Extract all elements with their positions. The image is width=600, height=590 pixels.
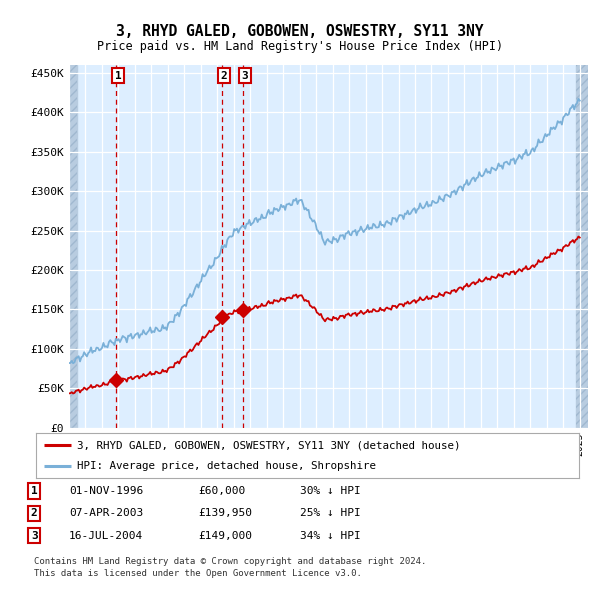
Text: 01-NOV-1996: 01-NOV-1996 [69,486,143,496]
Text: 30% ↓ HPI: 30% ↓ HPI [300,486,361,496]
Polygon shape [69,65,77,428]
Text: 25% ↓ HPI: 25% ↓ HPI [300,509,361,518]
Text: 2: 2 [221,71,227,80]
Text: 1: 1 [115,71,121,80]
Text: 2: 2 [31,509,38,518]
Bar [577,65,588,428]
Text: 1: 1 [31,486,38,496]
Text: HPI: Average price, detached house, Shropshire: HPI: Average price, detached house, Shro… [77,461,376,471]
Text: 3, RHYD GALED, GOBOWEN, OSWESTRY, SY11 3NY (detached house): 3, RHYD GALED, GOBOWEN, OSWESTRY, SY11 3… [77,440,460,450]
Text: 3: 3 [242,71,248,80]
Text: Contains HM Land Registry data © Crown copyright and database right 2024.: Contains HM Land Registry data © Crown c… [34,557,427,566]
Text: £149,000: £149,000 [198,531,252,540]
Text: This data is licensed under the Open Government Licence v3.0.: This data is licensed under the Open Gov… [34,569,362,578]
Text: 3: 3 [31,531,38,540]
Bar [69,65,77,428]
Text: 07-APR-2003: 07-APR-2003 [69,509,143,518]
Text: £139,950: £139,950 [198,509,252,518]
Text: 16-JUL-2004: 16-JUL-2004 [69,531,143,540]
Text: 3, RHYD GALED, GOBOWEN, OSWESTRY, SY11 3NY: 3, RHYD GALED, GOBOWEN, OSWESTRY, SY11 3… [116,24,484,38]
Text: £60,000: £60,000 [198,486,245,496]
Text: Price paid vs. HM Land Registry's House Price Index (HPI): Price paid vs. HM Land Registry's House … [97,40,503,53]
Text: 34% ↓ HPI: 34% ↓ HPI [300,531,361,540]
Polygon shape [577,65,588,428]
